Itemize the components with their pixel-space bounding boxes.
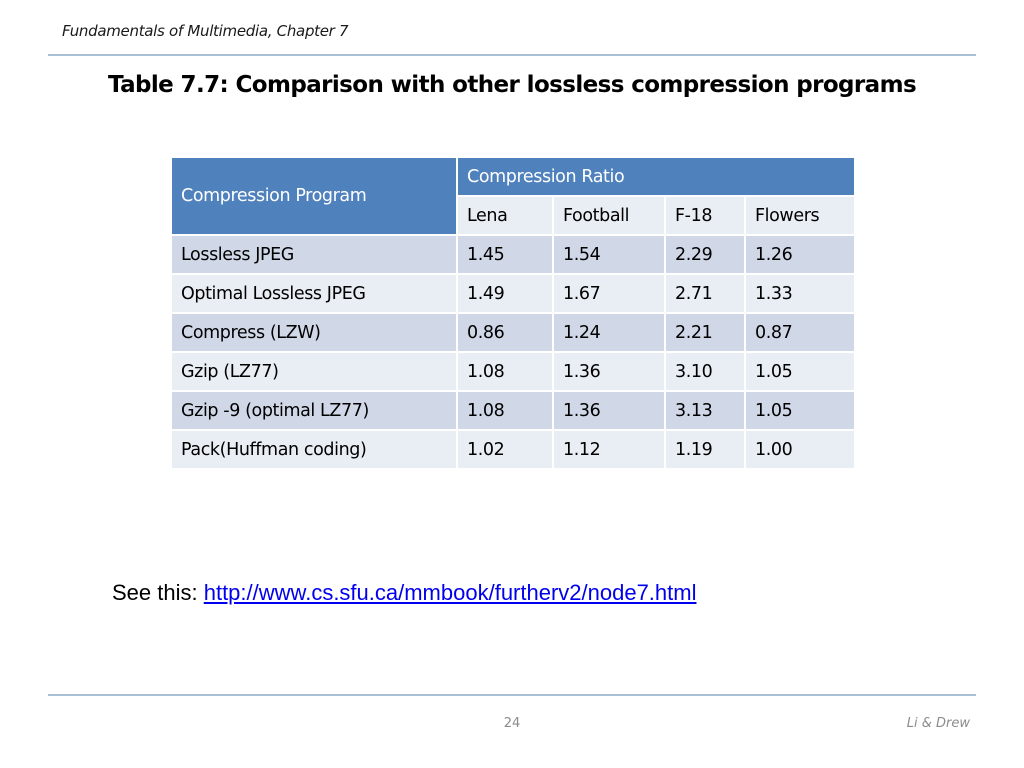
authors-footer: Li & Drew [906,716,970,731]
ratio-cell: 1.08 [456,351,554,392]
ratio-cell: 1.33 [744,273,856,314]
ratio-cell: 1.54 [552,234,666,275]
ratio-cell: 1.67 [552,273,666,314]
subheader-lena: Lena [456,195,554,236]
ratio-cell: 3.10 [664,351,746,392]
ratio-cell: 1.05 [744,351,856,392]
table-row: Compress (LZW) 0.86 1.24 2.21 0.87 [170,312,856,353]
ratio-cell: 1.02 [456,429,554,470]
ratio-cell: 2.71 [664,273,746,314]
subheader-football: Football [552,195,666,236]
program-name: Lossless JPEG [170,234,458,275]
subheader-f18: F-18 [664,195,746,236]
ratio-cell: 2.21 [664,312,746,353]
bottom-divider [48,694,976,696]
reference-link[interactable]: http://www.cs.sfu.ca/mmbook/furtherv2/no… [203,580,697,605]
ratio-cell: 1.00 [744,429,856,470]
page-number: 24 [503,716,521,731]
ratio-cell: 3.13 [664,390,746,431]
table-row: Lossless JPEG 1.45 1.54 2.29 1.26 [170,234,856,275]
program-name: Optimal Lossless JPEG [170,273,458,314]
program-name: Gzip (LZ77) [170,351,458,392]
ratio-cell: 0.87 [744,312,856,353]
ratio-cell: 1.08 [456,390,554,431]
slide-title: Table 7.7: Comparison with other lossles… [107,72,917,98]
program-name: Gzip -9 (optimal LZ77) [170,390,458,431]
comparison-table: Compression Program Compression Ratio Le… [170,156,856,470]
ratio-cell: 1.45 [456,234,554,275]
ratio-cell: 1.36 [552,390,666,431]
header-compression-ratio: Compression Ratio [456,156,856,197]
table-subheader-row: Lena Football F-18 Flowers [171,195,856,236]
top-divider [48,54,976,56]
ratio-cell: 2.29 [664,234,746,275]
table-row: Pack(Huffman coding) 1.02 1.12 1.19 1.00 [170,429,856,470]
table-row: Gzip (LZ77) 1.08 1.36 3.10 1.05 [170,351,856,392]
program-name: Compress (LZW) [170,312,458,353]
chapter-header: Fundamentals of Multimedia, Chapter 7 [62,22,349,40]
ratio-cell: 1.19 [664,429,746,470]
header-compression-program: Compression Program [170,156,458,236]
ratio-cell: 1.36 [552,351,666,392]
ratio-cell: 1.26 [744,234,856,275]
reference-prefix: See this: [112,580,204,605]
ratio-cell: 1.49 [456,273,554,314]
table-row: Optimal Lossless JPEG 1.49 1.67 2.71 1.3… [170,273,856,314]
ratio-cell: 1.24 [552,312,666,353]
reference-line: See this: http://www.cs.sfu.ca/mmbook/fu… [112,580,696,606]
table-header-row: Compression Program Compression Ratio [170,156,856,236]
ratio-cell: 0.86 [456,312,554,353]
ratio-cell: 1.05 [744,390,856,431]
program-name: Pack(Huffman coding) [170,429,458,470]
table-row: Gzip -9 (optimal LZ77) 1.08 1.36 3.13 1.… [170,390,856,431]
subheader-flowers: Flowers [744,195,856,236]
ratio-cell: 1.12 [552,429,666,470]
